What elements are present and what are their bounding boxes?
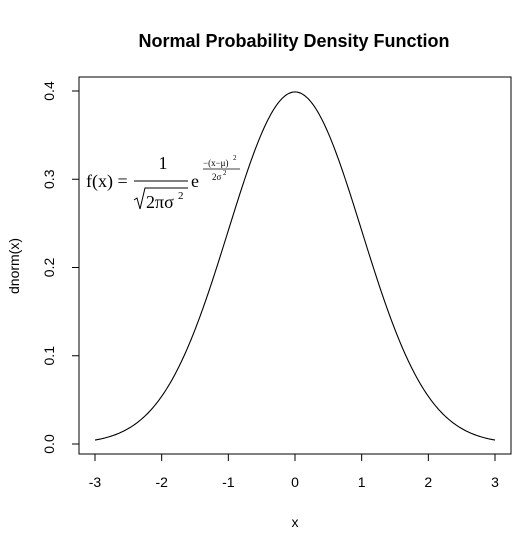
x-tick-label: 2 — [424, 474, 432, 490]
plot-area-frame — [78, 76, 512, 455]
formula-annotation: f(x) = 1 2πσ 2 e −(x−μ) 2 2σ 2 — [86, 153, 240, 212]
x-tick-label: 0 — [291, 474, 299, 490]
y-tick-label: 0.1 — [41, 346, 57, 366]
formula-exponent-denominator: 2σ — [212, 172, 222, 182]
y-tick-label: 0.2 — [41, 258, 57, 278]
y-axis-label: dnorm(x) — [6, 238, 22, 294]
x-tick-label: -2 — [155, 474, 168, 490]
formula-exponent-denominator-power: 2 — [223, 169, 227, 177]
y-tick-label: 0.4 — [41, 81, 57, 101]
formula-numerator: 1 — [159, 153, 168, 173]
formula-sqrt-sign — [133, 187, 188, 210]
x-tick-label: -3 — [89, 474, 102, 490]
formula-denominator: 2πσ — [146, 192, 174, 212]
formula-lhs: f(x) = — [86, 171, 128, 192]
formula-exponent-numerator-power: 2 — [233, 154, 237, 162]
x-tick-label: 1 — [358, 474, 366, 490]
x-tick-label: -1 — [222, 474, 235, 490]
x-tick-label: 3 — [491, 474, 499, 490]
formula-denominator-exponent: 2 — [178, 190, 184, 202]
density-curve — [94, 91, 496, 441]
y-tick-label: 0.0 — [41, 434, 57, 454]
x-axis: -3 -2 -1 0 1 2 3 — [89, 454, 499, 490]
chart-title: Normal Probability Density Function — [138, 31, 449, 51]
y-tick-label: 0.3 — [41, 169, 57, 189]
x-axis-label: x — [292, 514, 299, 530]
formula-exponent-numerator: −(x−μ) — [203, 158, 228, 168]
formula-base: e — [191, 171, 199, 191]
y-axis: 0.0 0.1 0.2 0.3 0.4 — [41, 81, 79, 454]
